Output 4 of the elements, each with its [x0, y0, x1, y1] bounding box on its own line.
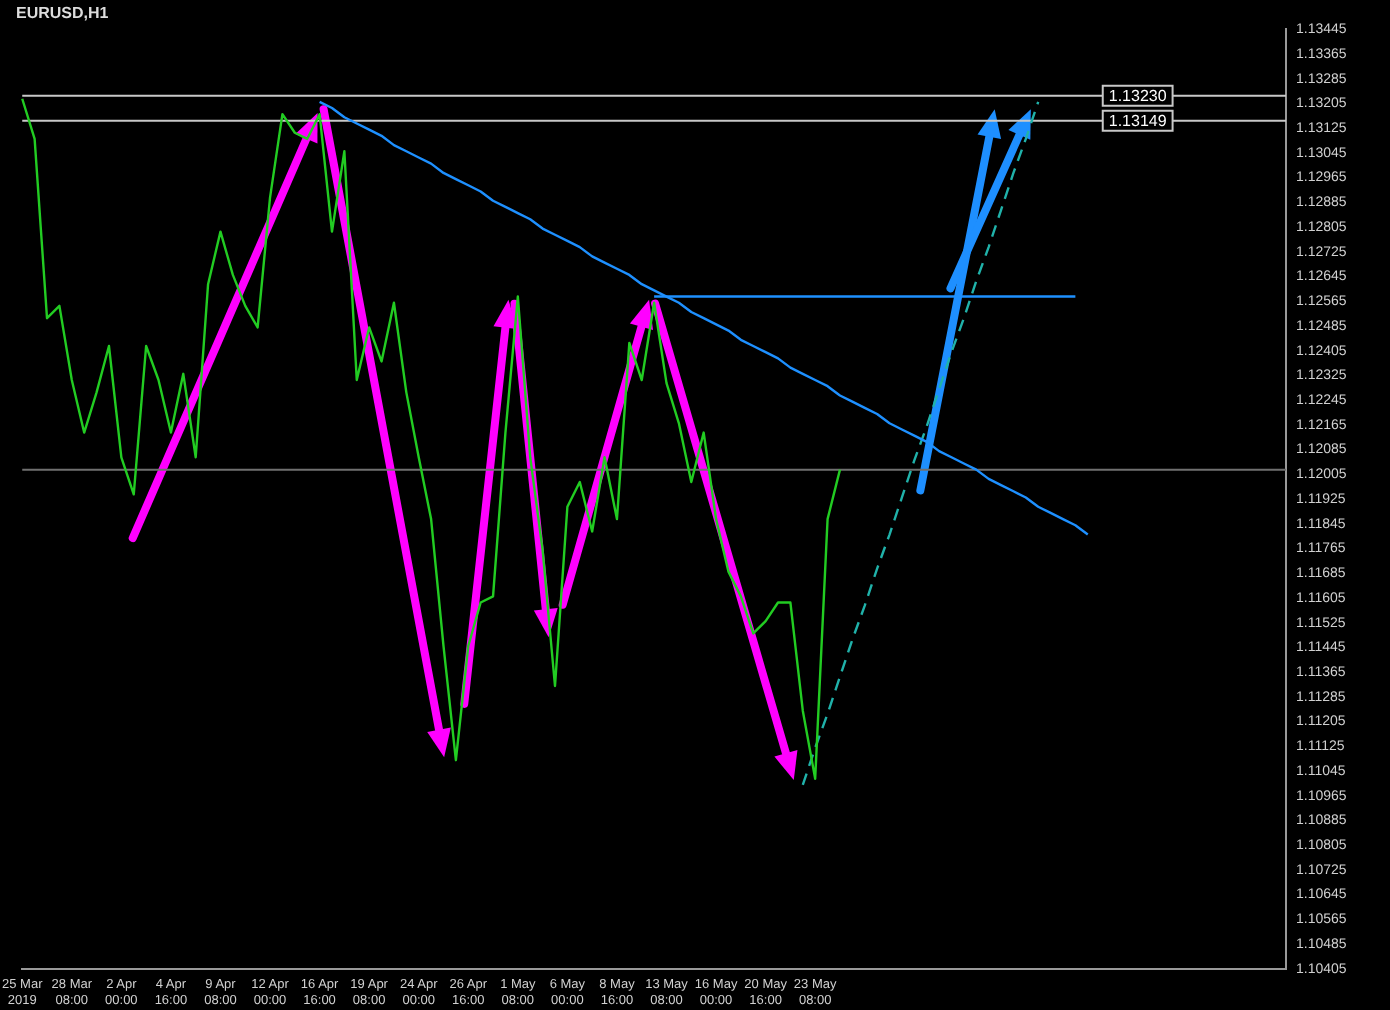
chart-title: EURUSD,H1: [16, 4, 110, 23]
line-series: [801, 100, 1040, 787]
ref-line-label: 1.13149: [1108, 112, 1168, 131]
ref-line-label: 1.13230: [1108, 87, 1168, 106]
